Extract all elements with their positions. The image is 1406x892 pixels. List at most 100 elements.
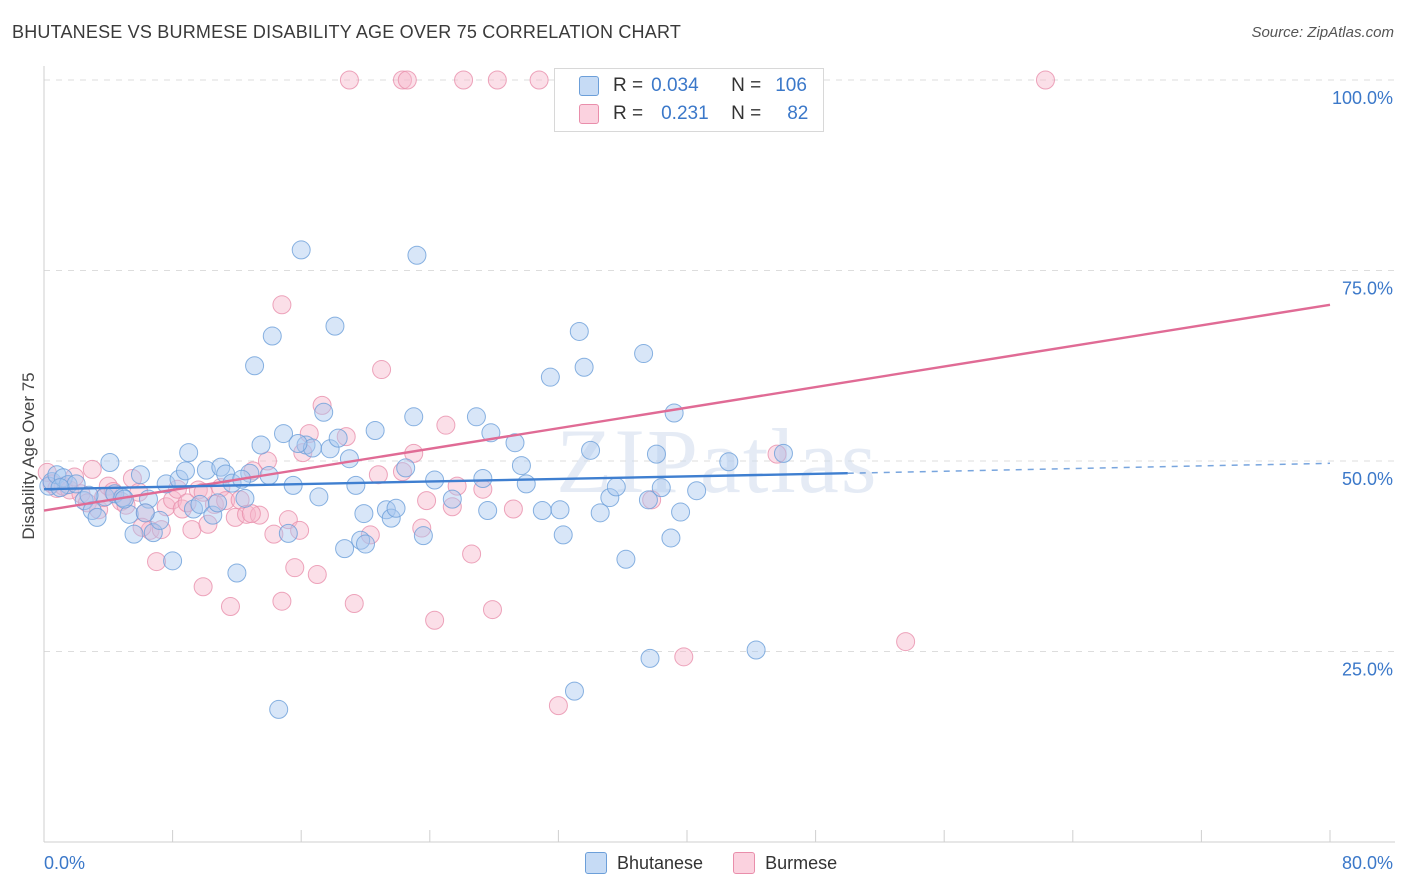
bhutanese-point [616,549,636,569]
y-tick-label: 75.0% [1342,279,1393,299]
burmese-point [392,70,412,90]
burmese-point [482,600,502,620]
burmese-point [264,524,284,544]
bhutanese-swatch [585,852,607,874]
bhutanese-point [130,465,150,485]
bhutanese-point [638,490,658,510]
burmese-point [344,593,364,613]
burmese-point [132,517,152,537]
bhutanese-swatch [579,76,599,96]
n-label: N = [731,75,762,96]
burmese-point [147,552,167,572]
y-tick-label: 100.0% [1332,88,1393,108]
bhutanese-point [646,444,666,464]
bhutanese-point [100,453,120,473]
legend-item-burmese[interactable]: Burmese [733,852,837,874]
burmese-point [436,415,456,435]
burmese-point [257,451,277,471]
bhutanese-point [407,245,427,265]
x-tick-label-max: 80.0% [1342,853,1393,873]
burmese-point [336,427,356,447]
bhutanese-point [651,478,671,498]
bhutanese-point [386,498,406,518]
bhutanese-point [211,457,231,477]
bhutanese-point [320,439,340,459]
bhutanese-point [325,316,345,336]
burmese-point [462,544,482,564]
bhutanese-point [339,449,359,469]
burmese-point [417,491,437,511]
bhutanese-point [664,403,684,423]
watermark: ZIPatlas [556,410,879,512]
bhutanese-point [314,402,334,422]
chart-title: BHUTANESE VS BURMESE DISABILITY AGE OVER… [12,22,682,42]
bhutanese-point [288,433,308,453]
burmese-point [529,70,549,90]
bhutanese-point [203,505,223,525]
burmese-point [503,499,523,519]
burmese-point [487,70,507,90]
bhutanese-point [335,539,355,559]
burmese-point [896,632,916,652]
burmese-point [220,597,240,617]
x-tick-label-min: 0.0% [44,853,85,873]
bhutanese-point [208,493,228,513]
bhutanese-point [569,321,589,341]
bhutanese-point [235,488,255,508]
burmese-swatch [733,852,756,874]
bhutanese-point [291,240,311,260]
bhutanese-point [196,460,216,480]
bhutanese-point [119,504,139,524]
bhutanese-point [82,501,102,521]
bhutanese-point [564,681,584,701]
bhutanese-point [251,435,271,455]
y-axis-label: Disability Age Over 75 [19,372,38,539]
bhutanese-point [473,469,493,489]
burmese-swatch [579,104,599,124]
r-value: 0.034 [651,75,699,96]
burmese-point [368,465,388,485]
burmese-point [198,514,218,534]
bhutanese-point [262,326,282,346]
bhutanese-trend-line [43,471,848,491]
bhutanese-point [590,503,610,523]
bhutanese-point [227,563,247,583]
bhutanese-point [175,461,195,481]
burmese-point [454,70,474,90]
bhutanese-point [553,525,573,545]
r-label: R = [613,75,644,96]
bhutanese-point [143,523,163,543]
y-tick-label: 50.0% [1342,469,1393,489]
bhutanese-point [354,504,374,524]
bhutanese-point [581,440,601,460]
bhutanese-point [124,524,144,544]
burmese-point [293,443,313,463]
bhutanese-point [478,501,498,521]
burmese-point [360,525,380,545]
bhutanese-point [328,428,348,448]
burmese-point [216,491,236,511]
legend-item-bhutanese[interactable]: Bhutanese [585,852,703,874]
bhutanese-point [87,507,107,527]
source-label: Source: ZipAtlas.com [1251,24,1394,41]
burmese-point [339,70,359,90]
r-label: R = [613,103,644,124]
bhutanese-point [309,487,329,507]
bhutanese-point [687,481,707,501]
burmese-point [225,507,245,527]
legend-label-bhutanese: Bhutanese [617,852,704,873]
bhutanese-point [156,474,176,494]
bhutanese-point [466,407,486,427]
axes [43,66,1395,843]
burmese-point [312,395,332,415]
burmese-point [290,520,310,540]
burmese-point [372,360,392,380]
trend-lines [43,303,1331,512]
bhutanese-point [746,640,766,660]
bhutanese-point [606,477,626,497]
stats-row-bhutanese: R = 0.034 N = 106 [579,73,807,99]
bhutanese-point [179,443,199,463]
legend-label-burmese: Burmese [765,852,838,873]
burmese-point [272,295,292,315]
bhutanese-point [245,356,265,376]
